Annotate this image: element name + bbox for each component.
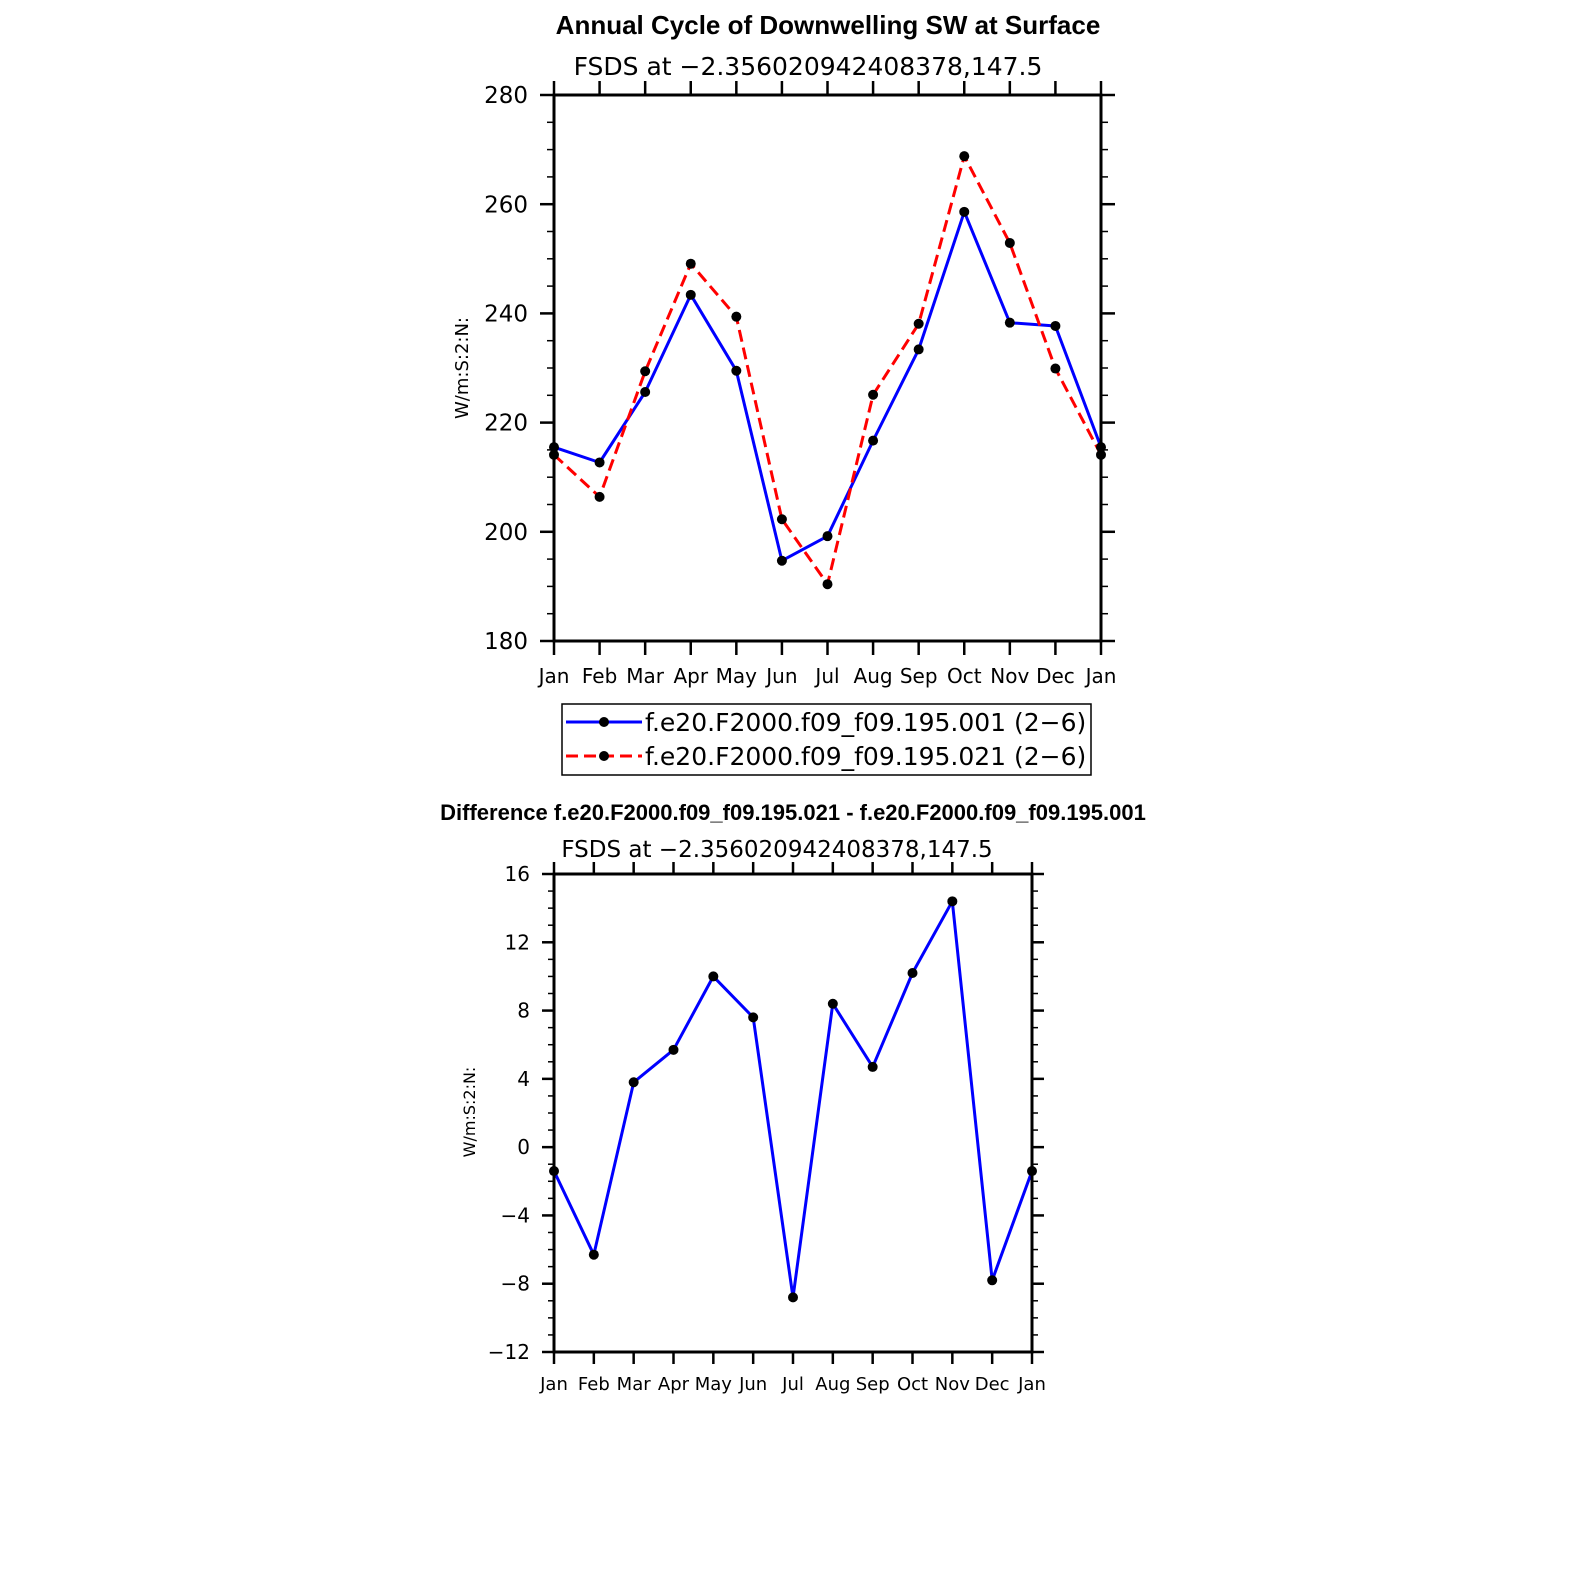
top-xtick-label-jan: Jan [1084,664,1117,688]
bottom-series-1-point-may [708,971,719,982]
legend-marker-series-1 [599,717,609,727]
top-series-1-point-sep [913,344,924,355]
top-xtick-label-jan: Jan [537,664,570,688]
bottom-ytick-label: −4 [501,1203,530,1227]
bottom-xtick-label-jan: Jan [1017,1374,1046,1395]
top-series-2-point-dec [1050,363,1061,374]
top-series-2-point-may [731,311,742,322]
annual-cycle-chart-title: Annual Cycle of Downwelling SW at Surfac… [556,10,1101,40]
bottom-ytick-label: 4 [517,1067,530,1091]
top-xtick-label-nov: Nov [990,664,1029,688]
top-series-2-point-feb [594,491,605,502]
top-ytick-label: 240 [484,301,528,327]
bottom-series-1-point-dec [987,1275,998,1286]
difference-chart-y-axis: −12 −8 −4 0 4 8 12 16 [488,862,1044,1364]
top-series-1-point-jul [822,531,833,542]
top-xtick-label-feb: Feb [582,664,617,688]
bottom-series-1-point-sep [867,1061,878,1072]
top-series-2-point-mar [640,366,651,377]
annual-cycle-chart-subtitle: FSDS at −2.356020942408378,147.5 [574,52,1043,81]
bottom-xtick-label-dec: Dec [975,1374,1010,1395]
bottom-series-1-point-apr [668,1044,679,1055]
top-xtick-label-may: May [716,664,758,688]
bottom-series-1-point-jul [788,1292,798,1303]
top-series-2-point-nov [1004,237,1015,248]
bottom-xtick-label-nov: Nov [935,1374,970,1395]
bottom-series-1-point-feb [588,1249,599,1260]
top-series-1-point-jun [776,555,787,566]
top-xtick-label-jun: Jun [764,664,797,688]
difference-chart: Difference f.e20.F2000.f09_f09.195.021 -… [440,800,1146,1395]
difference-chart-frame [552,872,1034,1354]
top-series-2-point-aug [868,389,879,400]
annual-cycle-chart-legend: f.e20.F2000.f09_f09.195.001 (2−6) f.e20.… [561,703,1092,776]
bottom-ytick-label: 12 [505,930,530,954]
difference-chart-title: Difference f.e20.F2000.f09_f09.195.021 -… [440,800,1146,825]
bottom-ytick-label: −8 [501,1272,530,1296]
top-xtick-label-sep: Sep [900,664,938,688]
top-series-1-point-aug [868,435,879,446]
top-series-1-point-mar [640,387,651,398]
bottom-series-1-point-mar [628,1077,639,1088]
bottom-ytick-label: −12 [488,1340,530,1364]
top-series-2-point-jul [822,579,833,590]
bottom-xtick-label-jun: Jun [738,1374,767,1395]
difference-chart-x-axis: Jan Feb Mar Apr May Jun Jul Aug Sep Oct Nov Dec Jan [539,862,1046,1395]
annual-cycle-chart-y-axis: 180 200 220 240 260 280 [484,83,1115,655]
top-series-2-point-apr [685,258,696,269]
annual-cycle-chart-y-axis-label: W/m:S:2:N: [452,317,473,419]
bottom-xtick-label-sep: Sep [856,1374,890,1395]
bottom-xtick-label-feb: Feb [578,1374,610,1395]
top-series-1-point-oct [959,206,970,217]
bottom-ytick-label: 16 [505,862,530,886]
bottom-xtick-label-oct: Oct [897,1374,928,1395]
annual-cycle-chart-x-axis: Jan Feb Mar Apr May Jun Jul Aug Sep Oct Nov Dec Jan [537,81,1117,688]
legend-label-series-1: f.e20.F2000.f09_f09.195.001 (2−6) [645,708,1086,737]
difference-chart-subtitle: FSDS at −2.356020942408378,147.5 [561,837,992,863]
top-ytick-label: 220 [484,411,528,437]
top-series-1-point-apr [685,289,696,300]
top-xtick-label-mar: Mar [626,664,665,688]
bottom-ytick-label: 0 [517,1135,530,1159]
top-series-1-point-nov [1004,317,1015,328]
legend-label-series-2: f.e20.F2000.f09_f09.195.021 (2−6) [645,742,1086,771]
bottom-xtick-label-apr: Apr [658,1374,690,1395]
bottom-series-1-point-jun [748,1012,759,1023]
difference-chart-series [549,896,1037,1303]
bottom-xtick-label-jan: Jan [539,1374,568,1395]
bottom-xtick-label-aug: Aug [815,1374,850,1395]
top-series-2-point-oct [959,151,970,162]
bottom-ytick-label: 8 [517,999,530,1023]
top-xtick-label-apr: Apr [673,664,708,688]
top-ytick-label: 280 [484,83,528,109]
annual-cycle-chart: Annual Cycle of Downwelling SW at Surfac… [452,10,1116,688]
top-ytick-label: 180 [484,629,528,655]
bottom-series-1-point-nov [947,896,958,907]
top-xtick-label-dec: Dec [1036,664,1075,688]
legend-entry-series-1: f.e20.F2000.f09_f09.195.001 (2−6) [566,708,1086,737]
annual-cycle-chart-frame [552,93,1103,643]
bottom-series-1-point-aug [827,998,838,1009]
top-series-2-point-sep [913,318,924,329]
top-ytick-label: 260 [484,192,528,218]
top-ytick-label: 200 [484,520,528,546]
legend-marker-series-2 [599,751,609,761]
legend-entry-series-2: f.e20.F2000.f09_f09.195.021 (2−6) [566,742,1086,771]
top-series-1-point-dec [1050,320,1061,331]
bottom-series-1-point-oct [907,968,918,979]
top-xtick-label-oct: Oct [947,664,982,688]
top-series-2-point-jun [776,514,787,525]
top-xtick-label-aug: Aug [854,664,893,688]
top-series-1-point-feb [594,457,605,468]
bottom-xtick-label-jul: Jul [781,1374,804,1395]
difference-chart-y-axis-label: W/m:S:2:N: [460,1067,479,1158]
top-series-1-point-may [731,365,742,376]
bottom-xtick-label-may: May [695,1374,733,1395]
bottom-xtick-label-mar: Mar [617,1374,652,1395]
annual-cycle-chart-series [549,151,1106,590]
legend-frame [561,703,1092,776]
top-xtick-label-jul: Jul [813,664,839,688]
